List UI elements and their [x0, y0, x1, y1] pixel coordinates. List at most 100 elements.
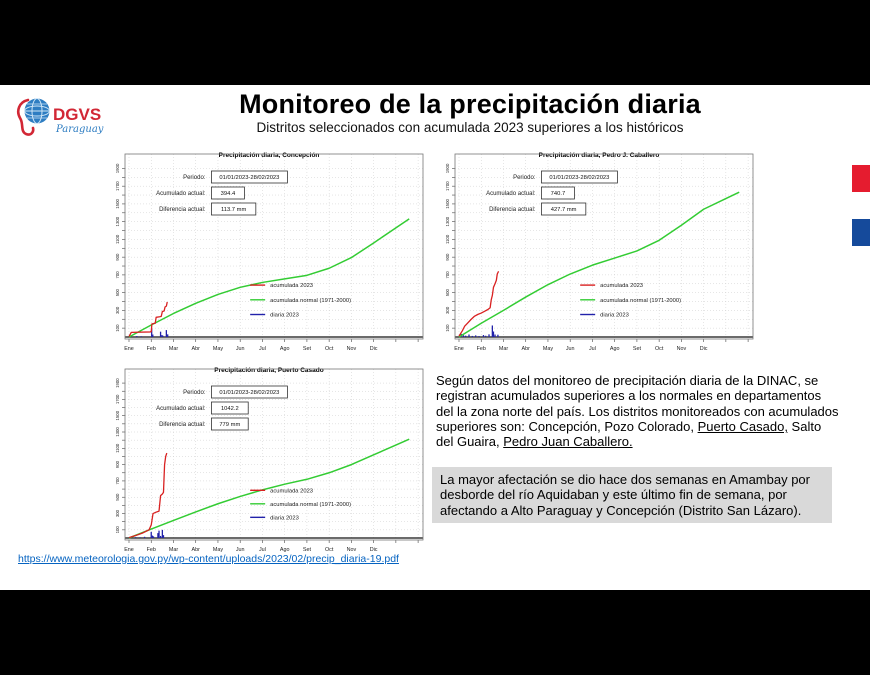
svg-text:1900: 1900	[115, 163, 120, 173]
svg-text:300: 300	[115, 509, 120, 517]
svg-text:Mar: Mar	[499, 346, 508, 352]
svg-text:700: 700	[115, 477, 120, 485]
svg-text:Diferencia actual:: Diferencia actual:	[159, 207, 206, 213]
svg-text:1500: 1500	[115, 199, 120, 209]
paragraph-segment: Pedro Juan Caballero.	[503, 434, 633, 450]
paragraph-segment: Según datos del monitoreo de precipitaci…	[436, 373, 839, 434]
svg-text:Ene: Ene	[124, 547, 134, 553]
svg-text:acumulada 2023: acumulada 2023	[270, 488, 313, 494]
svg-text:Dic: Dic	[370, 547, 378, 553]
svg-text:1300: 1300	[115, 216, 120, 226]
svg-text:100: 100	[115, 526, 120, 534]
svg-text:Jul: Jul	[259, 547, 266, 553]
globe-icon	[24, 98, 50, 124]
paragraph-segment: Salto del Guaira,	[436, 418, 822, 450]
chart-pedro-j-caballero: Precipitación diaria, Pedro J. Caballero…	[438, 148, 760, 358]
paragraph-segment: Puerto Casado,	[697, 418, 788, 434]
svg-text:Nov: Nov	[347, 346, 357, 352]
svg-text:300: 300	[115, 306, 120, 314]
svg-text:1300: 1300	[115, 427, 120, 437]
svg-text:Ago: Ago	[610, 346, 620, 352]
svg-text:May: May	[213, 547, 223, 553]
svg-text:Feb: Feb	[147, 547, 156, 553]
chart-puerto-casado: Precipitación diaria, Puerto Casado 100 30…	[108, 363, 430, 559]
svg-text:Periodo:: Periodo:	[183, 175, 206, 181]
page-title: Monitoreo de la precipitación diaria	[239, 89, 701, 119]
stethoscope-icon	[16, 98, 35, 136]
svg-text:779 mm: 779 mm	[219, 422, 240, 428]
svg-text:Jun: Jun	[566, 346, 575, 352]
svg-text:1100: 1100	[445, 234, 450, 244]
chart-concepcion: Precipitación diaria, Concepción 100 300 50…	[108, 148, 430, 358]
svg-text:394.4: 394.4	[221, 191, 236, 197]
svg-text:113.7 mm: 113.7 mm	[221, 207, 247, 213]
logo-wordmark: DGVS	[53, 105, 101, 124]
svg-text:Feb: Feb	[147, 346, 156, 352]
svg-text:Mar: Mar	[169, 346, 178, 352]
svg-text:Dic: Dic	[700, 346, 708, 352]
svg-text:Ago: Ago	[280, 547, 290, 553]
svg-text:diaria 2023: diaria 2023	[600, 313, 629, 319]
svg-text:1900: 1900	[445, 163, 450, 173]
svg-text:acumulada 2023: acumulada 2023	[270, 283, 313, 289]
svg-text:01/01/2023-28/02/2023: 01/01/2023-28/02/2023	[219, 390, 279, 396]
svg-text:1700: 1700	[115, 181, 120, 191]
svg-text:Precipitación diaria, Puerto C: Precipitación diaria, Puerto Casado	[214, 367, 323, 374]
svg-text:1700: 1700	[445, 181, 450, 191]
svg-text:Nov: Nov	[677, 346, 687, 352]
svg-text:Mar: Mar	[169, 547, 178, 553]
svg-text:700: 700	[115, 271, 120, 279]
svg-text:Jul: Jul	[259, 346, 266, 352]
svg-text:Ago: Ago	[280, 346, 290, 352]
svg-text:Periodo:: Periodo:	[183, 390, 206, 396]
svg-text:acumulada normal (1971-2000): acumulada normal (1971-2000)	[270, 502, 351, 508]
svg-text:Nov: Nov	[347, 547, 357, 553]
svg-text:Oct: Oct	[325, 346, 334, 352]
blue-accent-square	[852, 219, 870, 246]
svg-text:Abr: Abr	[192, 547, 201, 553]
svg-text:diaria 2023: diaria 2023	[270, 313, 299, 319]
svg-text:Periodo:: Periodo:	[513, 175, 536, 181]
svg-text:900: 900	[115, 253, 120, 261]
svg-text:740.7: 740.7	[551, 191, 566, 197]
svg-text:Jun: Jun	[236, 547, 245, 553]
svg-text:1100: 1100	[115, 443, 120, 453]
dgvs-logo: DGVS Paraguay	[12, 93, 108, 141]
svg-text:1500: 1500	[445, 199, 450, 209]
svg-text:Diferencia actual:: Diferencia actual:	[489, 207, 536, 213]
svg-text:diaria 2023: diaria 2023	[270, 515, 299, 521]
svg-text:Set: Set	[633, 346, 642, 352]
svg-text:Set: Set	[303, 547, 312, 553]
svg-text:Precipitación diaria, Pedro J.: Precipitación diaria, Pedro J. Caballero	[539, 152, 660, 159]
svg-text:Jun: Jun	[236, 346, 245, 352]
page-subtitle: Distritos seleccionados con acumulada 20…	[256, 120, 684, 136]
svg-text:1300: 1300	[445, 216, 450, 226]
svg-text:Acumulado actual:: Acumulado actual:	[486, 191, 536, 197]
svg-text:Precipitación diaria, Concepci: Precipitación diaria, Concepción	[219, 152, 320, 159]
svg-text:500: 500	[115, 288, 120, 296]
svg-text:100: 100	[445, 324, 450, 332]
svg-text:1100: 1100	[115, 234, 120, 244]
svg-text:Jul: Jul	[589, 346, 596, 352]
svg-text:427.7 mm: 427.7 mm	[551, 207, 577, 213]
slide-canvas: DGVS Paraguay Monitoreo de la precipitac…	[0, 85, 870, 590]
svg-text:1900: 1900	[115, 378, 120, 388]
svg-text:May: May	[543, 346, 553, 352]
svg-text:Diferencia actual:: Diferencia actual:	[159, 422, 206, 428]
title-block: Monitoreo de la precipitación diaria Dis…	[105, 89, 835, 136]
dgvs-logo-graphic: DGVS Paraguay	[16, 98, 104, 136]
svg-text:acumulada 2023: acumulada 2023	[600, 283, 643, 289]
svg-text:01/01/2023-28/02/2023: 01/01/2023-28/02/2023	[219, 175, 279, 181]
svg-text:1700: 1700	[115, 394, 120, 404]
svg-text:500: 500	[445, 288, 450, 296]
svg-text:700: 700	[445, 271, 450, 279]
logo-subname: Paraguay	[55, 124, 104, 135]
svg-text:900: 900	[445, 253, 450, 261]
svg-text:500: 500	[115, 493, 120, 501]
svg-text:100: 100	[115, 324, 120, 332]
svg-text:Feb: Feb	[477, 346, 486, 352]
source-pdf-link[interactable]: https://www.meteorologia.gov.py/wp-conte…	[18, 553, 399, 565]
svg-text:May: May	[213, 346, 223, 352]
svg-text:1042.2: 1042.2	[221, 406, 239, 412]
svg-text:Abr: Abr	[522, 346, 531, 352]
